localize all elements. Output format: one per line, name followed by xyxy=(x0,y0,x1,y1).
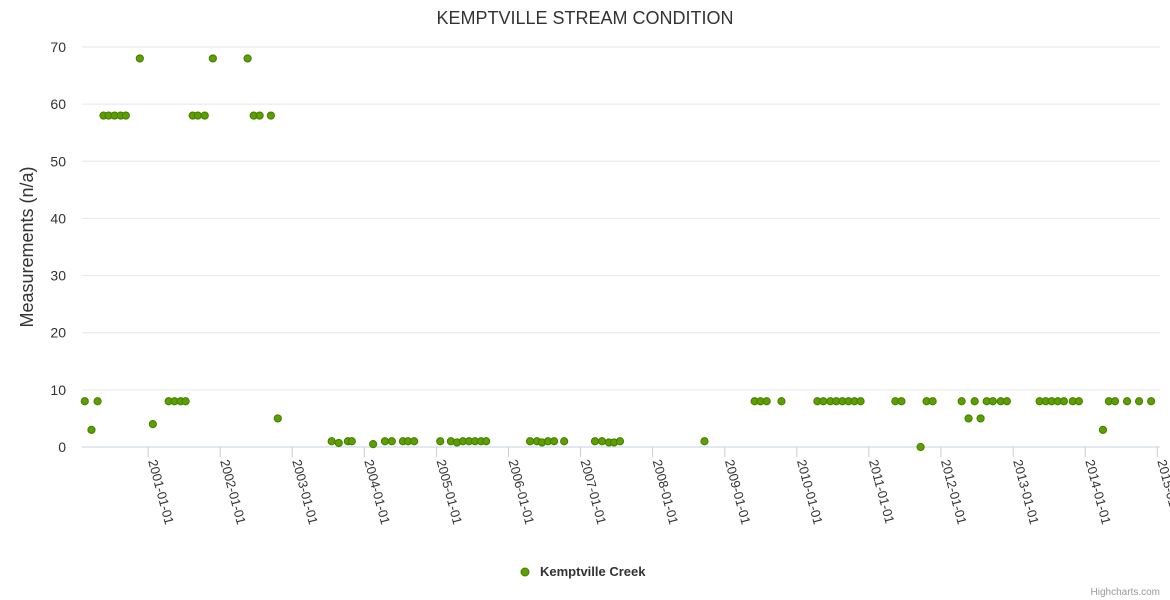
x-tick-label: 2003-01-01 xyxy=(289,458,321,526)
data-point[interactable] xyxy=(988,397,997,406)
data-point[interactable] xyxy=(928,397,937,406)
data-point[interactable] xyxy=(80,397,89,406)
data-point[interactable] xyxy=(327,437,336,446)
data-point[interactable] xyxy=(597,437,607,446)
data-point[interactable] xyxy=(380,437,390,446)
data-point[interactable] xyxy=(957,397,966,406)
y-axis-label: Measurements (n/a) xyxy=(17,166,37,327)
data-point[interactable] xyxy=(255,111,264,120)
y-tick-label: 10 xyxy=(50,382,66,398)
data-point[interactable] xyxy=(334,438,343,448)
data-point[interactable] xyxy=(369,440,378,449)
data-point[interactable] xyxy=(181,397,190,406)
y-tick-label: 30 xyxy=(50,268,66,284)
data-point[interactable] xyxy=(590,437,600,446)
y-axis-ticks: 0 10 20 30 40 50 60 70 xyxy=(50,39,66,455)
data-point[interactable] xyxy=(436,437,445,446)
data-point[interactable] xyxy=(266,111,275,120)
data-point[interactable] xyxy=(347,437,356,446)
x-tick-label: 2004-01-01 xyxy=(361,458,393,526)
data-point[interactable] xyxy=(615,437,625,446)
x-tick-label: 2001-01-01 xyxy=(145,458,177,526)
x-tick-label: 2005-01-01 xyxy=(434,458,466,526)
x-tick-label: 2012-01-01 xyxy=(938,458,970,526)
data-point[interactable] xyxy=(525,437,535,446)
y-tick-label: 70 xyxy=(50,39,66,55)
data-point[interactable] xyxy=(121,111,130,120)
x-tick-label: 2010-01-01 xyxy=(794,458,826,526)
gridlines xyxy=(82,46,1160,391)
x-tick-label: 2014-01-01 xyxy=(1082,458,1114,526)
data-point[interactable] xyxy=(1002,397,1011,406)
data-point[interactable] xyxy=(482,437,491,446)
y-tick-label: 20 xyxy=(50,325,66,341)
legend-marker-icon xyxy=(520,567,530,577)
data-point[interactable] xyxy=(762,397,771,406)
data-point[interactable] xyxy=(1147,397,1156,406)
data-point[interactable] xyxy=(410,437,419,446)
credits-link[interactable]: Highcharts.com xyxy=(1091,587,1160,598)
x-tick-label: 2015-01-01 xyxy=(1154,458,1170,526)
x-tick-label: 2009-01-01 xyxy=(722,458,754,526)
x-tick-label: 2011-01-01 xyxy=(866,458,897,525)
x-tick-label: 2002-01-01 xyxy=(217,458,249,526)
data-point[interactable] xyxy=(549,437,559,446)
data-point[interactable] xyxy=(200,111,209,120)
data-point[interactable] xyxy=(1134,397,1144,406)
data-point[interactable] xyxy=(93,397,102,406)
x-axis-ticks: 2001-01-01 2002-01-01 2003-01-01 2004-01-01… xyxy=(145,447,1170,526)
data-point[interactable] xyxy=(148,420,157,429)
y-tick-label: 60 xyxy=(50,96,66,112)
data-point[interactable] xyxy=(87,425,96,434)
y-tick-label: 50 xyxy=(50,153,66,169)
data-point[interactable] xyxy=(1122,397,1132,406)
data-point[interactable] xyxy=(560,437,569,446)
data-point[interactable] xyxy=(1074,397,1083,406)
y-tick-label: 0 xyxy=(58,439,66,455)
y-tick-label: 40 xyxy=(50,210,66,226)
data-point[interactable] xyxy=(976,414,985,423)
data-point[interactable] xyxy=(243,54,252,63)
data-point[interactable] xyxy=(193,111,202,120)
data-point[interactable] xyxy=(897,397,906,406)
data-point[interactable] xyxy=(856,397,865,406)
data-point[interactable] xyxy=(916,442,925,452)
data-point[interactable] xyxy=(964,414,973,423)
series-kemptville-creek[interactable] xyxy=(80,54,1156,452)
x-tick-label: 2008-01-01 xyxy=(650,458,682,526)
data-point[interactable] xyxy=(273,414,282,423)
x-tick-label: 2006-01-01 xyxy=(506,458,538,526)
legend-item-kemptville-creek[interactable]: Kemptville Creek xyxy=(540,564,646,579)
x-tick-label: 2013-01-01 xyxy=(1010,458,1042,526)
chart-title: KEMPTVILLE STREAM CONDITION xyxy=(436,8,733,28)
data-point[interactable] xyxy=(387,437,396,446)
data-point[interactable] xyxy=(819,397,828,406)
data-point[interactable] xyxy=(208,54,217,63)
data-point[interactable] xyxy=(1110,397,1120,406)
data-point[interactable] xyxy=(700,437,709,446)
data-point[interactable] xyxy=(135,54,144,63)
data-point[interactable] xyxy=(1059,397,1068,406)
data-point[interactable] xyxy=(1098,425,1108,434)
data-point[interactable] xyxy=(777,397,786,406)
x-tick-label: 2007-01-01 xyxy=(578,458,610,526)
legend[interactable]: Kemptville Creek xyxy=(520,564,646,579)
data-point[interactable] xyxy=(970,397,979,406)
